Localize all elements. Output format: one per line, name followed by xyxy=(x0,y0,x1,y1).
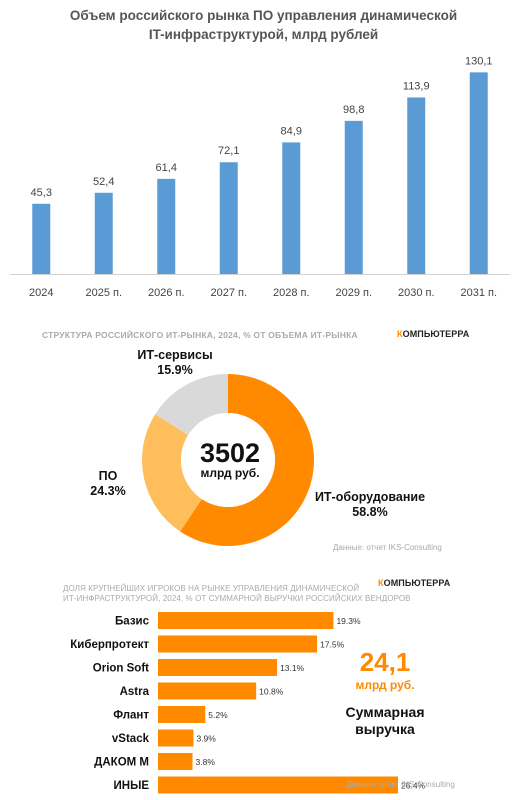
pie-label-hw-name: ИТ-оборудование xyxy=(314,490,426,504)
bar xyxy=(219,162,238,274)
bar-tick-label: 2031 п. xyxy=(460,287,497,299)
pie-label-po-value: 24.3% xyxy=(90,484,126,498)
pie-label-services-value: 15.9% xyxy=(157,363,193,377)
donut-hole xyxy=(181,413,275,507)
bar-chart-title: Объем российского рынка ПО управления ди… xyxy=(0,6,527,44)
bar-chart-title-line1: Объем российского рынка ПО управления ди… xyxy=(69,8,458,23)
vendor-bar xyxy=(158,776,398,794)
pie-label-po: ПО 24.3% xyxy=(78,469,138,499)
vendor-name-label: Orion Soft xyxy=(93,663,149,675)
bar-value-label: 45,3 xyxy=(31,187,52,199)
pie-label-services-name: ИТ-сервисы xyxy=(137,348,213,362)
donut-center-unit: млрд руб. xyxy=(200,466,260,480)
donut-center-value: 3502 xyxy=(199,438,261,468)
vendor-value-label: 10.8% xyxy=(259,687,284,697)
vendor-bar xyxy=(158,635,318,653)
bar-chart: 45,3 2024 52,4 2025 п. 61,4 2026 п. 72,1 2027 п… xyxy=(10,55,510,299)
pie-label-hw-value: 58.8% xyxy=(352,505,388,519)
bar xyxy=(407,97,426,274)
vendor-value-label: 26.4% xyxy=(401,781,426,791)
vendor-name-label: Базис xyxy=(115,616,150,628)
bar-chart-title-line2: IT-инфраструктурой, млрд рублей xyxy=(148,27,379,42)
bar-tick-label: 2027 п. xyxy=(210,287,247,299)
vendor-name-label: vStack xyxy=(112,733,150,745)
vendor-value-label: 19.3% xyxy=(336,616,361,626)
vendor-name-label: Флант xyxy=(113,710,149,722)
pie-slice-hw xyxy=(180,373,315,546)
bar-tick-label: 2030 п. xyxy=(398,287,435,299)
vendor-bar xyxy=(158,753,193,770)
bar-tick-label: 2025 п. xyxy=(85,287,122,299)
vendor-value-label: 3.8% xyxy=(196,757,216,767)
vendor-value-label: 13.1% xyxy=(280,663,305,673)
bar xyxy=(282,142,301,274)
total-revenue-value: 24,1 xyxy=(359,647,411,677)
vendor-name-label: ДАКОМ М xyxy=(94,757,149,769)
pie-label-hw: ИТ-оборудование 58.8% xyxy=(300,490,440,520)
bar-value-label: 98,8 xyxy=(343,104,364,116)
komputerra-logo-2: КОМПЬЮТЕРРА xyxy=(378,578,450,588)
vendor-value-label: 5.2% xyxy=(208,710,228,720)
vendor-value-label: 17.5% xyxy=(320,640,345,650)
logo-k-2: К xyxy=(378,578,384,588)
bar-value-label: 52,4 xyxy=(93,176,114,188)
vendor-bar xyxy=(158,612,334,629)
vendor-value-label: 3.9% xyxy=(196,734,216,744)
total-revenue-label: Суммарная выручка xyxy=(320,704,450,738)
bar xyxy=(344,120,363,274)
vendor-bar xyxy=(158,682,257,700)
vendor-name-label: Киберпротект xyxy=(70,639,149,651)
bar-value-label: 130,1 xyxy=(465,55,493,67)
pie-slice-po xyxy=(141,414,202,532)
pie-slice-services xyxy=(155,374,228,435)
logo-rest-2: ОМПЬЮТЕРРА xyxy=(383,578,451,588)
bar xyxy=(32,203,51,274)
bar-tick-label: 2029 п. xyxy=(335,287,372,299)
vendor-name-label: ИНЫЕ xyxy=(114,780,150,792)
total-revenue-label-line1: Суммарная xyxy=(345,704,425,720)
bar xyxy=(94,192,113,274)
komputerra-logo: КОМПЬЮТЕРРА xyxy=(397,329,469,339)
structure-source: Данные: отчет IKS-Consulting xyxy=(333,543,442,552)
bar xyxy=(157,178,176,274)
bar-tick-label: 2028 п. xyxy=(273,287,310,299)
pie-label-services: ИТ-сервисы 15.9% xyxy=(120,348,230,378)
bar-value-label: 84,9 xyxy=(281,125,302,137)
vendor-bar xyxy=(158,729,194,747)
logo-rest: ОМПЬЮТЕРРА xyxy=(402,329,470,339)
bar-value-label: 113,9 xyxy=(403,80,430,92)
vendors-heading-line1: ДОЛЯ КРУПНЕЙШИХ ИГРОКОВ НА РЫНКЕ УПРАВЛЕ… xyxy=(63,584,360,593)
bar-value-label: 61,4 xyxy=(156,162,177,174)
vendors-source: Данные: отчет IKS-Consulting xyxy=(346,780,455,789)
bar-tick-label: 2024 xyxy=(29,287,53,299)
vendor-bar xyxy=(158,706,206,723)
structure-heading: СТРУКТУРА РОССИЙСКОГО ИТ-РЫНКА, 2024, % … xyxy=(42,330,358,340)
vendors-heading: ДОЛЯ КРУПНЕЙШИХ ИГРОКОВ НА РЫНКЕ УПРАВЛЕ… xyxy=(63,584,411,604)
bar-tick-label: 2026 п. xyxy=(148,287,185,299)
vendor-bar xyxy=(158,659,278,676)
bar xyxy=(469,72,488,274)
vendor-name-label: Astra xyxy=(120,686,150,698)
total-revenue-unit: млрд руб. xyxy=(355,678,415,692)
logo-k: К xyxy=(397,329,403,339)
bar-value-label: 72,1 xyxy=(218,145,239,157)
vendors-heading-line2: ИТ-ИНФРАСТРУКТУРОЙ, 2024, % ОТ СУММАРНОЙ… xyxy=(63,594,411,603)
pie-label-po-name: ПО xyxy=(98,469,118,483)
donut-chart xyxy=(141,373,315,546)
total-revenue-label-line2: выручка xyxy=(355,721,415,737)
